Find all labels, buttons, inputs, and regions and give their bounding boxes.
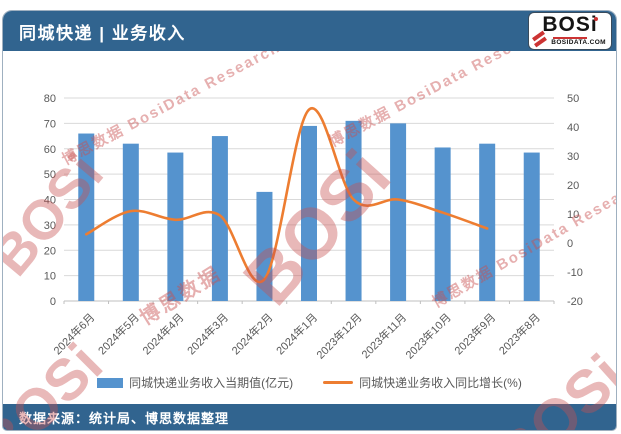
bar-1 <box>122 143 139 301</box>
chart-canvas: 0 10 20 30 40 50 60 70 80 -20 -10 0 10 20 30 40 50 2024年6… <box>44 93 583 362</box>
right-axis-tick: -20 <box>567 296 583 308</box>
right-axis-tick: 40 <box>567 122 579 134</box>
x-axis-label: 2023年8月 <box>496 310 543 357</box>
line-swatch-icon <box>323 381 354 384</box>
legend-item-line: 同城快递业务收入同比增长(%) <box>323 374 522 391</box>
growth-line <box>84 106 489 284</box>
x-axis-label: 2024年6月 <box>50 310 97 357</box>
left-axis-tick: 60 <box>44 144 56 156</box>
header-bar: 同城快递 | 业务收入 <box>3 11 616 51</box>
left-axis-tick: 30 <box>44 220 56 232</box>
legend-bar-label: 同城快递业务收入当期值(亿元) <box>129 376 294 390</box>
x-axis-label: 2024年1月 <box>273 310 320 357</box>
left-axis-tick: 80 <box>44 93 56 105</box>
left-axis-tick: 50 <box>44 169 56 181</box>
page-title: 同城快递 | 业务收入 <box>19 23 186 43</box>
data-source-text: 数据来源：统计局、博思数据整理 <box>19 410 230 426</box>
left-axis-tick: 40 <box>44 195 56 207</box>
bar-7 <box>390 123 407 301</box>
x-axis-label: 2024年2月 <box>228 310 275 357</box>
left-axis-tick: 20 <box>44 245 56 257</box>
chart-card: 0 10 20 30 40 50 60 70 80 -20 -10 0 10 20 30 40 50 2024年6… <box>2 10 617 431</box>
bar-5 <box>301 125 317 301</box>
logo-text: BOSi <box>542 13 598 36</box>
x-axis-label: 2023年12月 <box>313 310 364 361</box>
bar-2 <box>167 152 184 301</box>
left-axis-tick: 70 <box>44 118 56 130</box>
bar-6 <box>345 120 362 302</box>
bar-9 <box>479 143 496 301</box>
bar-4 <box>256 191 273 301</box>
legend-item-bar: 同城快递业务收入当期值(亿元) <box>97 374 293 391</box>
logo-underline <box>553 37 587 39</box>
right-axis-tick: 30 <box>567 151 579 163</box>
bosi-logo: BOSi BOSIDATA.COM <box>529 13 611 49</box>
x-axis-label: 2023年9月 <box>451 310 498 357</box>
x-axis-label: 2024年5月 <box>95 310 142 357</box>
right-axis-tick: 0 <box>567 238 573 250</box>
right-axis-tick: -10 <box>567 267 583 279</box>
right-axis-tick: 50 <box>567 93 579 105</box>
bar-0 <box>78 133 95 301</box>
right-axis-tick: 20 <box>567 180 579 192</box>
legend: 同城快递业务收入当期值(亿元) 同城快递业务收入同比增长(%) <box>3 374 616 391</box>
footer-bar: 数据来源：统计局、博思数据整理 <box>3 404 616 430</box>
right-axis-tick: 10 <box>567 209 579 221</box>
bar-8 <box>434 147 451 301</box>
x-axis-label: 2023年11月 <box>358 310 409 361</box>
x-axis-label: 2023年10月 <box>402 310 453 361</box>
logo-domain: BOSIDATA.COM <box>551 39 606 46</box>
x-axis-label: 2024年4月 <box>139 310 186 357</box>
legend-line-label: 同城快递业务收入同比增长(%) <box>359 376 522 390</box>
left-axis-tick: 10 <box>44 271 56 283</box>
bar-10 <box>523 152 540 301</box>
bar-swatch-icon <box>97 377 124 388</box>
x-axis-label: 2024年3月 <box>184 310 231 357</box>
left-axis-tick: 0 <box>50 296 56 308</box>
bar-3 <box>211 136 228 301</box>
logo-dot-icon <box>594 17 598 21</box>
